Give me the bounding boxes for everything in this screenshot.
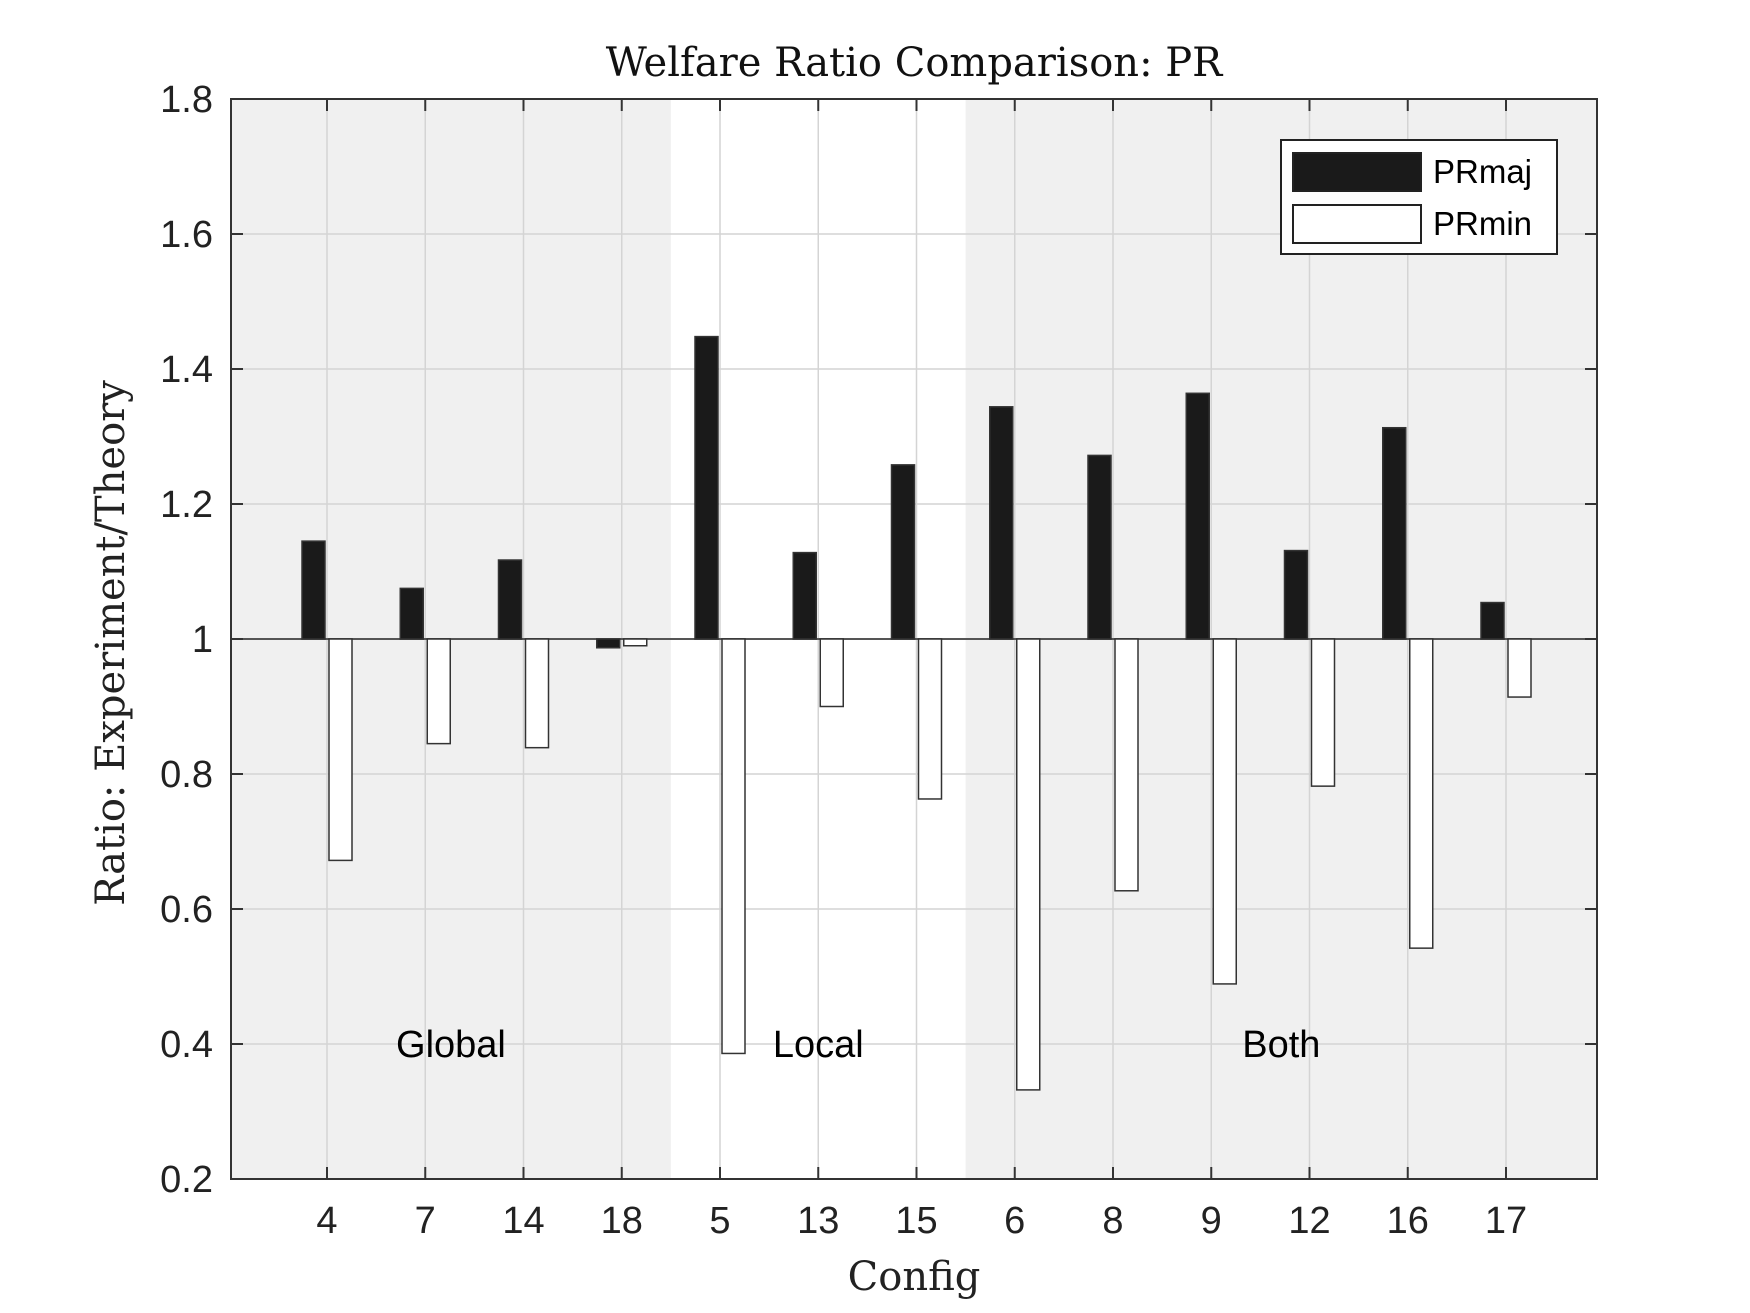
bar-prmin-5	[721, 638, 746, 1055]
x-tick-label: 6	[1004, 1200, 1025, 1242]
x-tick-label: 7	[415, 1200, 436, 1242]
region-labels: Global Local Both	[396, 1024, 1320, 1066]
bar-prmin-4	[328, 638, 353, 862]
y-axis-label: Ratio: Experiment/Theory	[88, 380, 134, 906]
region-label-both: Both	[1242, 1024, 1320, 1066]
tick-labels: 4 7 14 18 5 13 15 6 8 9 12 16 17 0.2 0.4 0.6 0.8 1 1.2 1.4 1…	[160, 79, 1527, 1242]
legend-label-prmaj: PRmaj	[1433, 153, 1532, 190]
bar-prmin-7	[426, 638, 451, 745]
y-tick-label: 1.4	[160, 349, 213, 391]
bar-prmaj-12	[1283, 549, 1309, 640]
bar-prmin-14	[524, 638, 550, 749]
bar-prmaj-18	[596, 638, 621, 649]
bar-prmin-9	[1212, 638, 1237, 985]
bar-prmaj-4	[301, 540, 326, 640]
x-tick-label: 5	[709, 1200, 730, 1242]
bar-prmin-12	[1310, 638, 1336, 787]
bar-prmaj-17	[1480, 601, 1505, 640]
y-tick-label: 1.8	[160, 79, 213, 121]
bar-prmaj-7	[399, 587, 424, 640]
x-tick-label: 17	[1485, 1200, 1527, 1242]
legend: PRmaj PRmin	[1280, 139, 1558, 255]
legend-label-prmin: PRmin	[1433, 205, 1532, 242]
bar-prmin-17	[1507, 638, 1532, 698]
bar-prmin-16	[1409, 638, 1434, 949]
legend-swatch-prmin	[1292, 204, 1422, 244]
x-tick-label: 15	[895, 1200, 937, 1242]
y-tick-label: 1.2	[160, 484, 213, 526]
bar-prmaj-5	[694, 335, 719, 640]
x-tick-label: 13	[797, 1200, 839, 1242]
x-tick-label: 12	[1288, 1200, 1330, 1242]
x-tick-label: 18	[601, 1200, 643, 1242]
region-label-global: Global	[396, 1024, 506, 1066]
x-tick-label: 4	[316, 1200, 337, 1242]
bar-prmin-18	[623, 638, 648, 647]
x-tick-label: 14	[502, 1200, 544, 1242]
bar-prmin-13	[819, 638, 844, 708]
bars	[301, 335, 1532, 1091]
region-label-local: Local	[773, 1024, 864, 1066]
bar-prmin-6	[1016, 638, 1041, 1091]
y-tick-label: 1	[192, 619, 213, 661]
y-tick-label: 0.2	[160, 1159, 213, 1201]
x-axis-label: Config	[848, 1254, 981, 1300]
axes	[230, 98, 1598, 1180]
y-tick-label: 0.8	[160, 754, 213, 796]
bar-prmin-15	[917, 638, 943, 800]
legend-swatch-prmaj	[1292, 152, 1422, 192]
y-tick-label: 0.6	[160, 889, 213, 931]
bar-prmaj-14	[497, 559, 523, 640]
chart-title: Welfare Ratio Comparison: PR	[606, 40, 1224, 86]
bar-prmaj-8	[1087, 454, 1112, 640]
bar-prmaj-13	[792, 551, 817, 640]
bar-prmaj-9	[1185, 392, 1210, 640]
bar-prmaj-6	[989, 406, 1014, 640]
y-tick-label: 0.4	[160, 1024, 213, 1066]
bar-prmaj-15	[890, 464, 916, 640]
bar-prmaj-16	[1382, 426, 1407, 640]
x-tick-label: 16	[1387, 1200, 1429, 1242]
x-tick-label: 9	[1201, 1200, 1222, 1242]
x-tick-label: 8	[1102, 1200, 1123, 1242]
y-tick-label: 1.6	[160, 214, 213, 256]
bar-prmin-8	[1114, 638, 1139, 892]
